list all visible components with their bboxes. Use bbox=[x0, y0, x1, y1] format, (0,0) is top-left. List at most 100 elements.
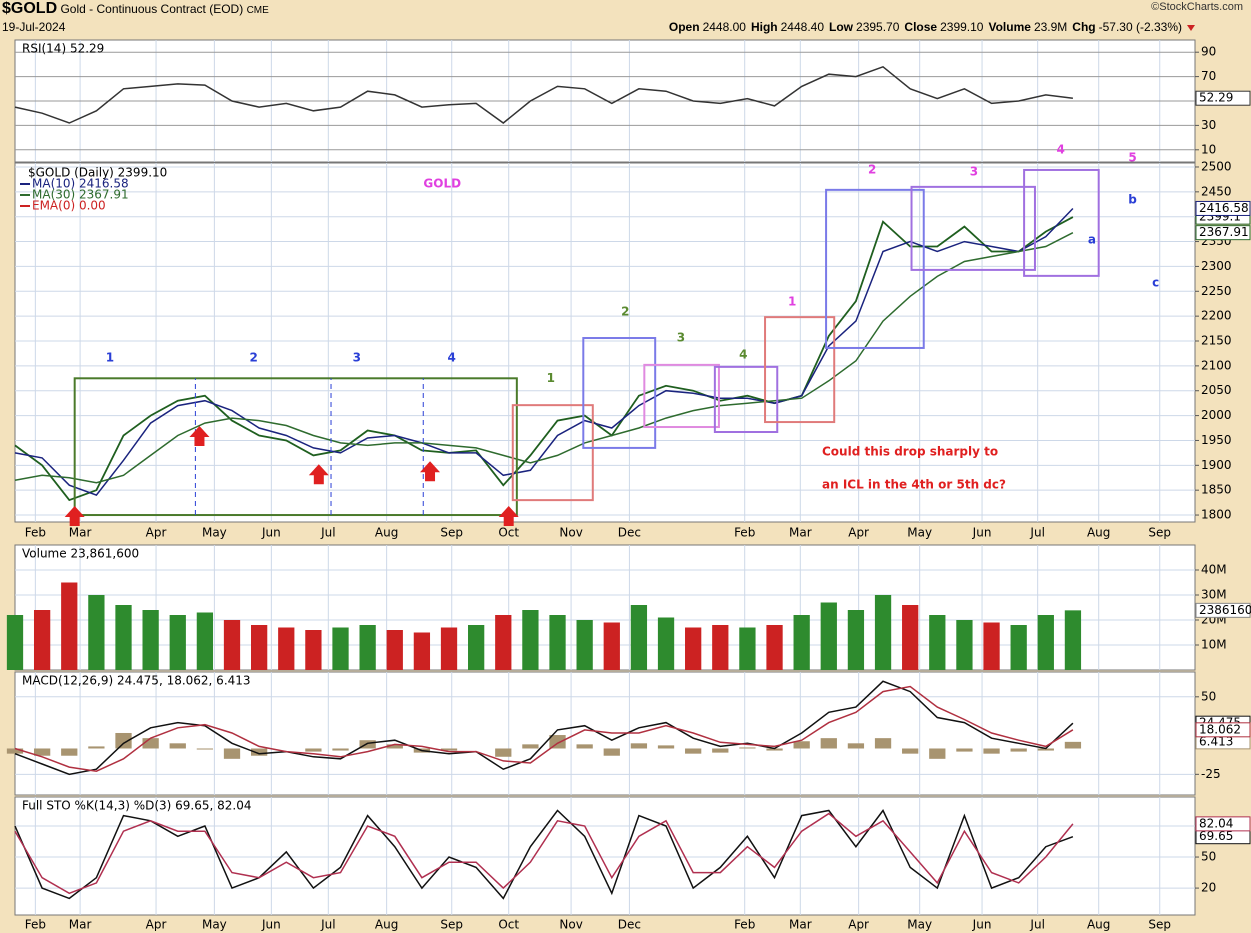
x-tick-label: May bbox=[202, 526, 227, 540]
y-tick-label: 2450 bbox=[1201, 184, 1232, 198]
x-tick-label: Feb bbox=[734, 526, 755, 540]
bar bbox=[793, 615, 810, 670]
bar bbox=[576, 620, 593, 670]
bar bbox=[549, 615, 566, 670]
bar bbox=[657, 617, 675, 670]
x-tick-label: Jun bbox=[261, 918, 281, 932]
x-tick-label: Aug bbox=[375, 526, 398, 540]
bar bbox=[956, 620, 973, 670]
panel-title: Full STO %K(14,3) %D(3) 69.65, 82.04 bbox=[22, 799, 252, 813]
series-line bbox=[14, 680, 1074, 776]
cycle-low-arrow bbox=[498, 506, 519, 527]
annotation: 1 bbox=[106, 350, 114, 364]
x-tick-label: Mar bbox=[789, 918, 812, 932]
cycle-low-arrow bbox=[64, 506, 85, 527]
panel bbox=[14, 671, 1196, 796]
y-tick-label: 2500 bbox=[1201, 159, 1232, 173]
x-tick-label: Jun bbox=[972, 526, 992, 540]
bar bbox=[983, 748, 1000, 754]
stat-value: 2395.70 bbox=[856, 20, 900, 34]
last-value-label: 23861600 bbox=[1199, 603, 1251, 617]
stats: Open 2448.00 High 2448.40 Low 2395.70 Close 239… bbox=[669, 20, 1195, 34]
bar bbox=[332, 748, 349, 751]
stat-value: 2448.00 bbox=[702, 20, 746, 34]
bar bbox=[468, 625, 485, 670]
bar bbox=[576, 744, 593, 749]
bar bbox=[88, 595, 105, 670]
x-tick-label: Jun bbox=[261, 526, 281, 540]
annotation: 2 bbox=[868, 162, 876, 176]
y-tick-label: 30M bbox=[1201, 588, 1227, 602]
x-tick-label: Apr bbox=[848, 918, 869, 932]
panel bbox=[14, 162, 1196, 523]
y-tick-label: 20 bbox=[1201, 881, 1216, 895]
bar bbox=[251, 625, 268, 670]
x-tick-label: Jul bbox=[1029, 526, 1044, 540]
x-tick-label: Jul bbox=[1029, 918, 1044, 932]
header: $GOLD Gold - Continuous Contract (EOD) C… bbox=[2, 0, 269, 18]
series-line bbox=[14, 65, 1073, 124]
annotation: 2 bbox=[250, 350, 258, 364]
bar bbox=[386, 630, 403, 670]
annotation: 3 bbox=[970, 164, 978, 178]
bar bbox=[983, 622, 1000, 670]
x-tick-label: Mar bbox=[69, 918, 92, 932]
wave-box bbox=[73, 377, 518, 517]
exchange: CME bbox=[246, 5, 269, 16]
bar bbox=[603, 622, 620, 670]
bar bbox=[522, 744, 539, 749]
bar bbox=[278, 627, 295, 670]
x-tick-label: Apr bbox=[848, 526, 869, 540]
bar bbox=[305, 630, 322, 670]
x-tick-label: Apr bbox=[146, 918, 167, 932]
last-value-box bbox=[1195, 200, 1251, 216]
bar bbox=[251, 748, 268, 756]
bar bbox=[739, 747, 756, 749]
stat-label: Close bbox=[904, 20, 938, 34]
y-tick-label: 1900 bbox=[1201, 458, 1232, 472]
annotation: 4 bbox=[448, 350, 456, 364]
bar bbox=[739, 627, 756, 670]
y-tick-label: 1800 bbox=[1201, 508, 1232, 522]
y-tick-label: 70 bbox=[1201, 69, 1216, 83]
legend-label: EMA(0) 0.00 bbox=[32, 199, 106, 213]
bar bbox=[630, 605, 648, 670]
x-tick-label: Oct bbox=[498, 918, 519, 932]
bar bbox=[929, 748, 946, 759]
bar bbox=[929, 615, 946, 670]
x-tick-label: Aug bbox=[1087, 526, 1110, 540]
bar bbox=[223, 620, 241, 670]
bar bbox=[603, 748, 620, 756]
bar bbox=[1010, 748, 1027, 752]
bar bbox=[820, 602, 837, 670]
annotation: an ICL in the 4th or 5th dc? bbox=[822, 478, 1006, 492]
y-tick-label: 2200 bbox=[1201, 309, 1232, 323]
y-tick-label: 40M bbox=[1201, 563, 1227, 577]
bar bbox=[305, 748, 322, 752]
bar bbox=[413, 632, 431, 670]
y-tick-label: 2250 bbox=[1201, 284, 1232, 298]
bar bbox=[33, 610, 51, 670]
bar bbox=[1010, 625, 1027, 670]
symbol: $GOLD bbox=[2, 0, 58, 17]
bar bbox=[196, 612, 214, 670]
annotation: 3 bbox=[677, 331, 685, 345]
stat-value: 23.9M bbox=[1033, 20, 1068, 34]
stat: Close 2399.10 bbox=[904, 20, 983, 34]
stat-label: Open bbox=[668, 20, 700, 34]
x-tick-label: Jun bbox=[972, 918, 992, 932]
cycle-low-arrow bbox=[420, 461, 441, 482]
annotation: 4 bbox=[739, 347, 747, 361]
annotation-title: GOLD bbox=[423, 176, 461, 190]
panel-title: Volume 23,861,600 bbox=[22, 547, 139, 561]
last-value-label: 2367.91 bbox=[1199, 225, 1249, 239]
x-tick-label: Mar bbox=[789, 526, 812, 540]
bar bbox=[61, 748, 78, 756]
x-tick-label: Feb bbox=[25, 526, 46, 540]
stat-label: Chg bbox=[1072, 20, 1096, 34]
bar bbox=[142, 610, 159, 670]
annotation: 4 bbox=[1057, 143, 1065, 157]
bar bbox=[6, 615, 24, 670]
x-tick-label: Nov bbox=[559, 918, 582, 932]
